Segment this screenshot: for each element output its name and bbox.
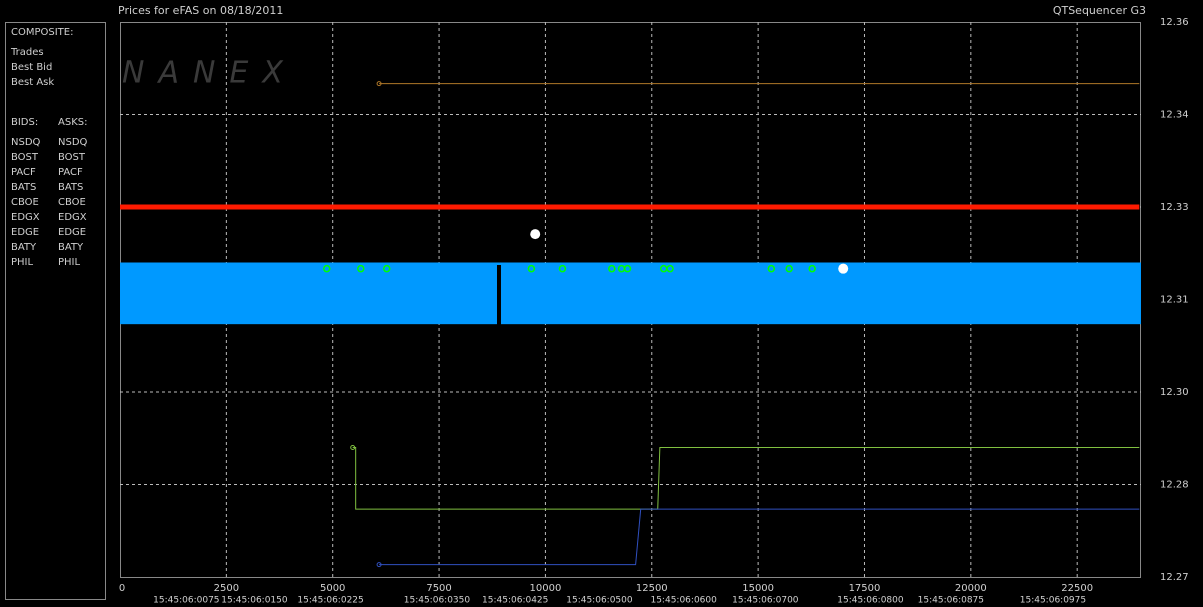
legend-header: ASKS: — [58, 117, 87, 128]
bid-band — [120, 262, 1141, 325]
legend-bid-entry: BATS — [11, 182, 36, 193]
bid-marker — [808, 264, 816, 273]
x-tick-label: 17500 — [849, 583, 881, 594]
bid-marker — [767, 264, 776, 273]
bid-marker — [357, 264, 365, 273]
y-tick-label: 12.36 — [1160, 17, 1189, 28]
y-tick-label: 12.34 — [1160, 110, 1189, 121]
x-tick-label: 22500 — [1061, 583, 1093, 594]
x-tick-label: 12500 — [636, 583, 668, 594]
legend-ask-entry: EDGE — [58, 227, 86, 238]
y-tick-label: 12.33 — [1160, 202, 1189, 213]
watermark: NANEX — [122, 56, 297, 91]
time-tick-label: 15:45:06:0350 — [404, 596, 471, 606]
line-start-marker — [376, 81, 382, 87]
plot-area — [120, 22, 1141, 577]
y-tick-label: 12.27 — [1160, 572, 1189, 583]
legend-ask-entry: BATY — [58, 242, 84, 253]
line-start-marker — [350, 445, 356, 450]
legend-bid-entry: PACF — [11, 167, 36, 178]
bid-marker — [666, 264, 674, 273]
overlay: 12.36 12.34 12.33 12.31 12.30 12.28 12.27 0 2500… — [119, 17, 1189, 606]
bid-marker — [323, 264, 331, 273]
bid-marker — [558, 264, 567, 273]
trade — [530, 229, 541, 240]
bid-marker — [382, 264, 391, 273]
legend-bid-entry: BOST — [11, 152, 39, 163]
x-tick-label: 0 — [119, 583, 125, 594]
legend: COMPOSITE: Trades Best Bid Best Ask BIDS: ASK… — [10, 27, 88, 268]
y-tick-label: 12.31 — [1160, 295, 1189, 306]
time-tick-label: 15:45:06:0225 — [297, 596, 363, 606]
time-tick-label: 15:45:06:0150 — [221, 596, 288, 606]
chart-title: Prices for eFAS on 08/18/2011 — [118, 4, 283, 17]
bid-marker — [608, 264, 616, 273]
legend-bid-entry: EDGX — [11, 212, 40, 223]
x-tick-label: 2500 — [214, 583, 239, 594]
time-tick-label: 15:45:06:0075 — [153, 596, 219, 606]
legend-entry: Best Bid — [11, 62, 52, 73]
y-tick-label: 12.30 — [1160, 387, 1189, 398]
legend-ask-entry: BATS — [58, 182, 83, 193]
time-tick-label: 15:45:06:0800 — [837, 596, 904, 606]
legend-bid-entry: NSDQ — [11, 137, 41, 148]
line-start-marker — [376, 562, 382, 568]
time-tick-label: 15:45:06:0425 — [482, 596, 548, 606]
time-tick-label: 15:45:06:0700 — [732, 596, 799, 606]
legend-ask-entry: PHIL — [58, 257, 80, 268]
x-tick-label: 5000 — [320, 583, 345, 594]
x-tick-label: 20000 — [955, 583, 987, 594]
legend-ask-entry: BOST — [58, 152, 86, 163]
legend-bid-entry: EDGE — [11, 227, 39, 238]
legend-ask-entry: PACF — [58, 167, 83, 178]
time-tick-label: 15:45:06:0875 — [918, 596, 984, 606]
legend-bid-entry: CBOE — [11, 197, 39, 208]
time-tick-label: 15:45:06:0500 — [566, 596, 633, 606]
x-tick-label: 15000 — [742, 583, 774, 594]
legend-panel — [5, 22, 106, 600]
app-name: QTSequencer G3 — [1053, 4, 1146, 17]
time-tick-label: 15:45:06:0600 — [650, 596, 717, 606]
legend-ask-entry: CBOE — [58, 197, 86, 208]
bid-marker — [785, 264, 793, 273]
legend-bid-entry: BATY — [11, 242, 37, 253]
time-tick-label: 15:45:06:0975 — [1020, 596, 1086, 606]
legend-entry: Best Ask — [11, 77, 54, 88]
price-line — [379, 508, 1140, 566]
x-tick-label: 10000 — [530, 583, 562, 594]
bid-marker — [623, 264, 632, 273]
x-tick-label: 7500 — [426, 583, 451, 594]
legend-entry: Trades — [10, 47, 44, 58]
bid-marker — [527, 264, 536, 273]
legend-header: BIDS: — [11, 117, 38, 128]
legend-ask-entry: NSDQ — [58, 137, 88, 148]
band-gap — [497, 265, 501, 325]
legend-bid-entry: PHIL — [11, 257, 33, 268]
legend-ask-entry: EDGX — [58, 212, 87, 223]
trade — [838, 263, 849, 274]
legend-header: COMPOSITE: — [11, 27, 73, 38]
y-tick-label: 12.28 — [1160, 480, 1189, 491]
